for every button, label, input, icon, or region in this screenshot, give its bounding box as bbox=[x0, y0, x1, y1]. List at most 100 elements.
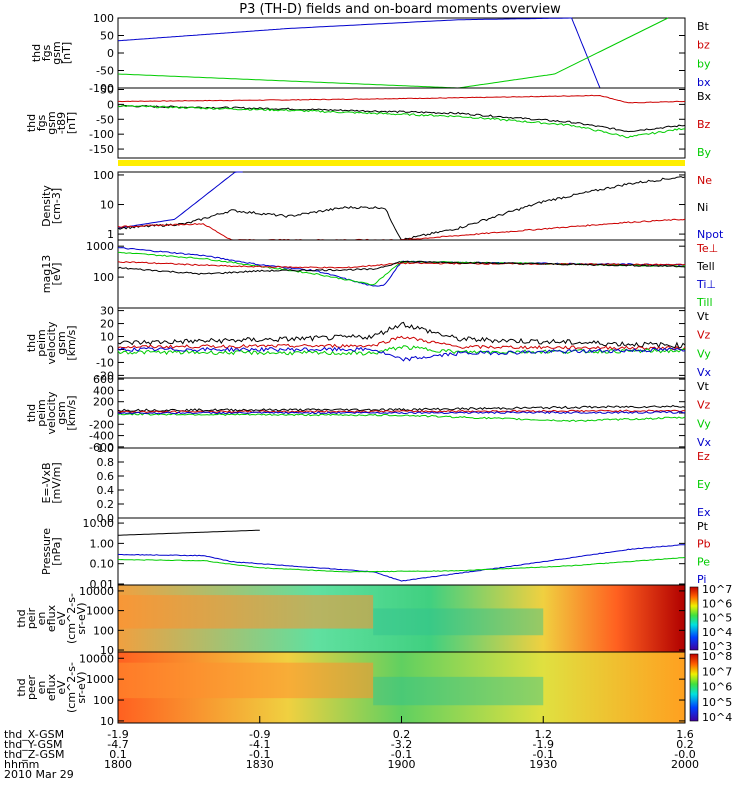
y-axis-label: velocity bbox=[45, 321, 58, 364]
legend-entry: Tell bbox=[696, 260, 715, 273]
y-axis-label: thd bbox=[15, 678, 28, 696]
legend-entry: Ni bbox=[697, 201, 708, 214]
series-line-green bbox=[118, 251, 686, 286]
y-tick-label: 0 bbox=[107, 407, 114, 420]
legend-entry: Till bbox=[696, 296, 713, 309]
spectrogram-band bbox=[373, 676, 544, 706]
y-tick-label: 1000 bbox=[86, 605, 114, 618]
series-line-red bbox=[117, 218, 686, 241]
y-axis-label: [nPa] bbox=[50, 537, 63, 565]
y-tick-label: 10.00 bbox=[83, 517, 115, 530]
legend-entry: Vt bbox=[697, 380, 710, 393]
y-tick-label: 1 bbox=[107, 228, 114, 241]
colorbar-tick-label: 10^7 bbox=[702, 583, 732, 596]
legend-entry: Vy bbox=[697, 347, 711, 360]
legend-entry: bx bbox=[697, 76, 711, 89]
x-row-value: 0.1 bbox=[109, 748, 127, 761]
y-tick-label: 30 bbox=[100, 305, 114, 318]
colorbar-tick-label: 10^4 bbox=[702, 626, 732, 639]
y-tick-label: 0.2 bbox=[97, 498, 115, 511]
series-line-blue bbox=[117, 247, 686, 287]
y-tick-label: -50 bbox=[96, 113, 114, 126]
y-axis-label: [nT] bbox=[65, 112, 78, 134]
x-row-value: 0.2 bbox=[676, 738, 694, 751]
panel-frame bbox=[117, 87, 686, 159]
y-axis-label: [mV/m] bbox=[50, 462, 63, 503]
x-row-value: -1.9 bbox=[107, 728, 128, 741]
legend-entry: Te⊥ bbox=[696, 242, 718, 255]
series-line-black bbox=[117, 260, 686, 275]
y-tick-label: 100 bbox=[93, 624, 114, 637]
legend-entry: Ex bbox=[697, 506, 711, 519]
x-row-label: thd_Y-GSM bbox=[4, 738, 63, 751]
y-tick-label: -100 bbox=[89, 128, 114, 141]
legend-entry: Npot bbox=[697, 228, 724, 241]
x-row-value: 1930 bbox=[529, 758, 557, 771]
y-tick-label: 1000 bbox=[86, 240, 114, 253]
y-tick-label: 1000 bbox=[86, 673, 114, 686]
series-line-blue bbox=[117, 346, 686, 362]
panel-frame bbox=[117, 171, 686, 241]
y-axis-label: Pressure bbox=[40, 528, 53, 575]
panel-frame bbox=[117, 447, 686, 519]
date-label: 2010 Mar 29 bbox=[4, 768, 74, 781]
panel-frame bbox=[117, 307, 686, 379]
y-tick-label: -150 bbox=[89, 143, 114, 156]
y-tick-label: -200 bbox=[89, 418, 114, 431]
y-tick-label: 10 bbox=[100, 644, 114, 657]
y-axis-label: [km/s] bbox=[65, 395, 78, 430]
spectrogram-band bbox=[118, 595, 374, 629]
legend-entry: Bz bbox=[697, 118, 711, 131]
y-tick-label: 0.01 bbox=[90, 578, 115, 591]
y-axis-label: [eV] bbox=[50, 263, 63, 286]
legend-entry: Bt bbox=[697, 20, 710, 33]
y-tick-label: 400 bbox=[93, 384, 114, 397]
series-line-blue bbox=[117, 544, 685, 582]
y-axis-label: fgs bbox=[35, 114, 48, 131]
y-tick-label: -600 bbox=[89, 441, 114, 454]
x-row-label: thd_X-GSM bbox=[4, 728, 64, 741]
y-axis-label: gsm bbox=[55, 401, 68, 424]
x-row-value: -0.0 bbox=[674, 748, 695, 761]
y-axis-label: [cm-3] bbox=[50, 188, 63, 224]
y-axis-label: en bbox=[35, 612, 48, 626]
x-row-value: -0.1 bbox=[533, 748, 554, 761]
series-line-black bbox=[117, 321, 686, 349]
y-axis-label: thd bbox=[25, 404, 38, 422]
y-axis-label: eV bbox=[55, 611, 68, 626]
x-row-value: -0.9 bbox=[249, 728, 270, 741]
y-tick-label: 0.0 bbox=[97, 512, 115, 525]
x-row-value: -4.7 bbox=[107, 738, 128, 751]
series-line-red bbox=[117, 409, 685, 414]
series-line-black bbox=[117, 176, 686, 241]
y-tick-label: 10000 bbox=[79, 652, 114, 665]
y-axis-label: mag13 bbox=[40, 255, 53, 293]
x-row-label: thd_Z-GSM bbox=[4, 748, 64, 761]
legend-entry: Vz bbox=[697, 399, 711, 412]
legend-entry: Vt bbox=[697, 310, 710, 323]
panel-10: 10^8 10^7 10^6 10^5 10^4 10000 1000 100 10 thdpee… bbox=[15, 650, 732, 728]
y-axis-label: peir bbox=[25, 607, 38, 629]
y-tick-label: 10 bbox=[100, 331, 114, 344]
orbit-bar bbox=[118, 160, 685, 166]
series-line-green bbox=[117, 556, 686, 573]
colorbar bbox=[689, 586, 699, 651]
y-tick-label: 600 bbox=[93, 373, 114, 386]
x-row-value: 1800 bbox=[104, 758, 132, 771]
series-line-green bbox=[117, 412, 686, 423]
y-axis-label: [km/s] bbox=[65, 325, 78, 360]
legend-entry: Ez bbox=[697, 450, 710, 463]
y-axis-label: eflux bbox=[45, 604, 58, 632]
legend-entry: Vz bbox=[697, 329, 711, 342]
y-axis-label: peer bbox=[25, 675, 38, 701]
series-line-red bbox=[117, 261, 686, 269]
x-row-label: hhmm bbox=[4, 758, 39, 771]
y-tick-label: 0.6 bbox=[97, 470, 115, 483]
series-line-red bbox=[117, 335, 686, 351]
colorbar-tick-label: 10^6 bbox=[702, 597, 732, 610]
y-tick-label: 50 bbox=[100, 30, 114, 43]
